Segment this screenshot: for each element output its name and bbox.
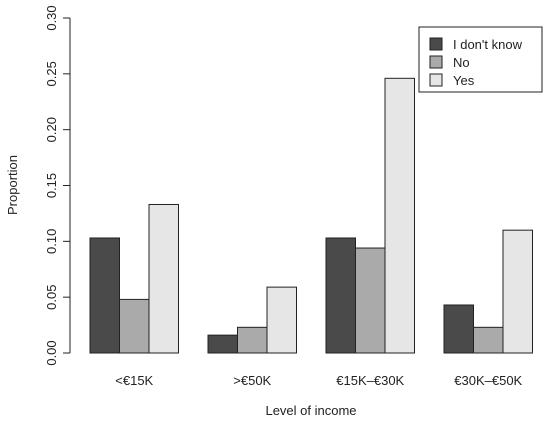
bar [89, 237, 120, 354]
legend-label: Yes [453, 73, 475, 88]
legend-swatch [429, 55, 443, 69]
y-tick-label: 0.25 [44, 61, 59, 86]
bar [355, 247, 386, 354]
x-tick-label: >€50K [233, 373, 271, 388]
y-tick-label: 0.30 [44, 5, 59, 30]
y-tick-label: 0.20 [44, 117, 59, 142]
bar [384, 77, 415, 354]
y-tick-label: 0.10 [44, 229, 59, 254]
bars [89, 77, 533, 354]
bar [119, 298, 150, 354]
x-axis-title: Level of income [265, 403, 356, 418]
x-tick-label: <€15K [115, 373, 153, 388]
x-tick-label: €15K–€30K [336, 373, 404, 388]
legend-label: No [453, 55, 470, 70]
legend-label: I don't know [453, 37, 523, 52]
y-tick-label: 0.15 [44, 173, 59, 198]
x-axis: <€15K >€50K €15K–€30K €30K–€50K [115, 373, 522, 388]
bar [502, 229, 533, 354]
legend-swatch [429, 73, 443, 87]
bar [325, 237, 356, 354]
y-axis: 0.00 0.05 0.10 0.15 0.20 0.25 0.30 [44, 5, 71, 366]
legend-swatch [429, 37, 443, 51]
y-tick-label: 0.00 [44, 340, 59, 365]
bar [266, 286, 297, 354]
y-axis-title: Proportion [5, 155, 20, 215]
bar [237, 326, 268, 354]
bar [207, 334, 238, 354]
x-tick-label: €30K–€50K [454, 373, 522, 388]
bar [148, 203, 179, 354]
y-tick-label: 0.05 [44, 285, 59, 310]
bar [473, 326, 504, 354]
bar [443, 304, 474, 354]
legend: I don't know No Yes [418, 26, 543, 93]
